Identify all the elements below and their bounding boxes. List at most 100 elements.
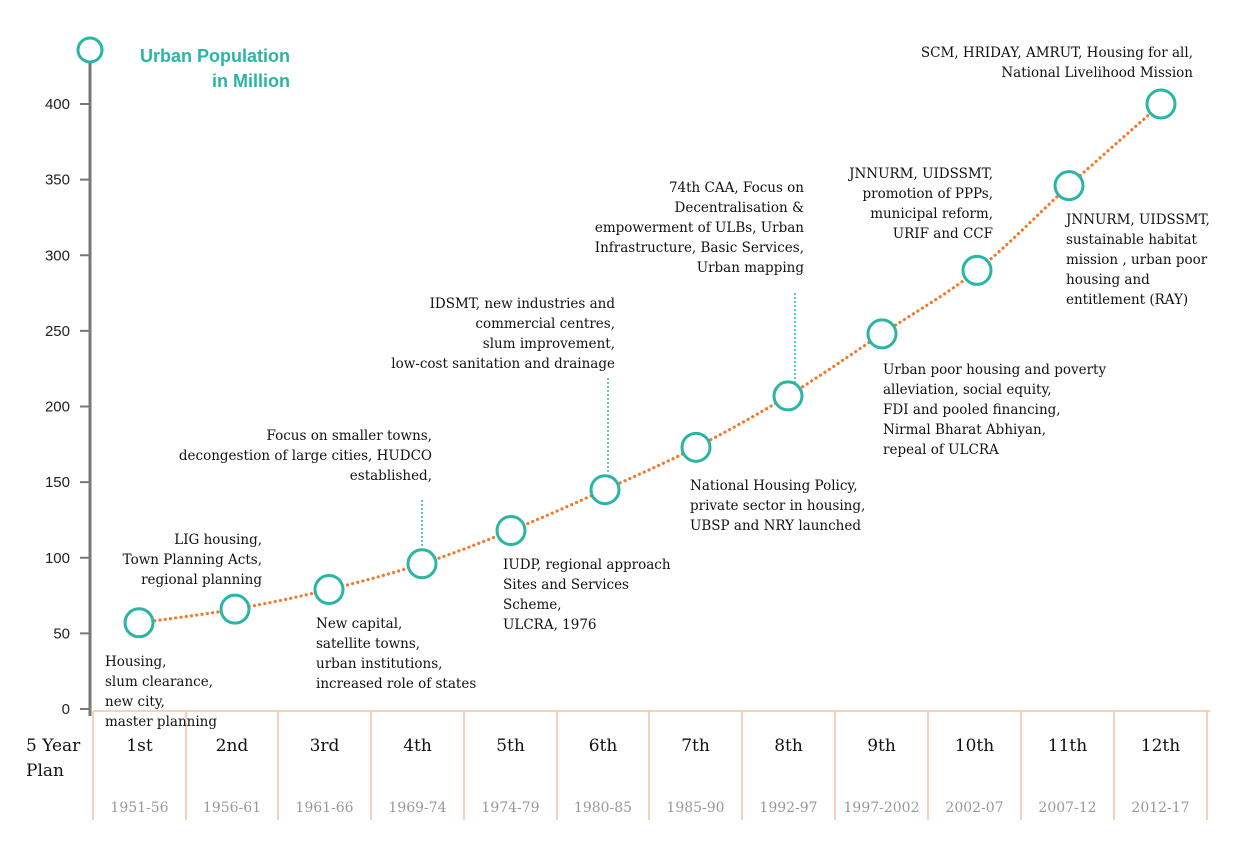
period-label: 1974-79: [481, 800, 539, 816]
data-point-marker: [495, 515, 527, 547]
x-axis-title: Plan: [26, 761, 64, 781]
plan-label: 7th: [681, 736, 710, 756]
period-label: 2002-07: [945, 800, 1003, 816]
plan-label: 5th: [496, 736, 525, 756]
population-curve: [137, 102, 1163, 625]
annotation-line: LIG housing,: [174, 532, 262, 548]
plan-annotation-8th: 74th CAA, Focus on Decentralisation & empo…: [595, 180, 805, 276]
plan-table: 5 Year Plan 1st 1951-56 2nd 1956-61 3rd 1961-66…: [26, 710, 1210, 820]
annotation-line: JNNURM, UIDSSMT,: [1064, 212, 1210, 228]
annotation-line: IDSMT, new industries and: [430, 296, 616, 312]
annotation-line: empowerment of ULBs, Urban: [595, 220, 804, 236]
plan-label: 6th: [589, 736, 618, 756]
plan-annotation-10th: JNNURM, UIDSSMT, promotion of PPPs, munici…: [847, 166, 993, 242]
annotation-line: UBSP and NRY launched: [690, 518, 861, 534]
data-point-marker: [1053, 170, 1085, 202]
data-point-marker: [589, 474, 621, 506]
y-tick-label: 250: [45, 323, 70, 340]
annotation-line: mission , urban poor: [1066, 252, 1208, 268]
annotation-line: New capital,: [316, 616, 402, 632]
data-point-marker: [1145, 88, 1177, 120]
annotation-line: Town Planning Acts,: [123, 552, 262, 568]
annotation-line: SCM, HRIDAY, AMRUT, Housing for all,: [921, 45, 1193, 61]
annotation-leaders: [421, 293, 796, 547]
y-axis-title: in Million: [212, 71, 290, 91]
annotation-line: slum improvement,: [483, 336, 615, 352]
annotation-line: sustainable habitat: [1066, 232, 1198, 248]
plan-label: 11th: [1048, 736, 1087, 756]
period-label: 2007-12: [1038, 800, 1096, 816]
annotation-line: JNNURM, UIDSSMT,: [847, 166, 993, 182]
data-point-marker: [772, 380, 804, 412]
annotation-line: entitlement (RAY): [1066, 292, 1188, 308]
plan-label: 12th: [1141, 736, 1180, 756]
period-label: 1956-61: [203, 800, 261, 816]
population-series-line: [137, 102, 1163, 625]
annotation-line: Urban mapping: [697, 260, 805, 276]
plan-label: 3rd: [310, 736, 340, 756]
plan-label: 1st: [126, 736, 153, 756]
annotations: Housing, slum clearance, new city, master p…: [105, 45, 1210, 730]
annotation-line: Focus on smaller towns,: [266, 428, 432, 444]
plan-annotation-3rd: New capital, satellite towns, urban instit…: [316, 616, 476, 692]
plan-annotation-2nd: LIG housing, Town Planning Acts, regional …: [123, 532, 263, 588]
period-label: 1961-66: [295, 800, 353, 816]
period-label: 1985-90: [666, 800, 724, 816]
data-point-marker: [961, 254, 993, 286]
period-label: 1951-56: [110, 800, 168, 816]
x-axis-title: 5 Year: [26, 736, 81, 756]
annotation-line: alleviation, social equity,: [883, 382, 1052, 398]
annotation-line: master planning: [105, 714, 217, 730]
annotation-line: satellite towns,: [316, 636, 420, 652]
annotation-line: increased role of states: [316, 676, 476, 692]
plan-annotation-5th: IUDP, regional approach Sites and Service…: [503, 557, 671, 633]
plan-annotation-7th: National Housing Policy, private sector i…: [690, 478, 865, 534]
annotation-line: URIF and CCF: [893, 226, 993, 242]
data-point-marker: [866, 318, 898, 350]
plan-label: 8th: [774, 736, 803, 756]
plan-annotation-4th: Focus on smaller towns, decongestion of l…: [179, 428, 432, 484]
annotation-line: municipal reform,: [870, 206, 993, 222]
period-label: 1997-2002: [844, 800, 920, 816]
annotation-line: Housing,: [105, 654, 166, 670]
plan-annotation-1st: Housing, slum clearance, new city, master p…: [105, 654, 217, 730]
data-markers: [123, 88, 1177, 639]
annotation-line: established,: [350, 468, 432, 484]
annotation-line: National Livelihood Mission: [1001, 65, 1193, 81]
annotation-line: promotion of PPPs,: [862, 186, 993, 202]
annotation-line: Decentralisation &: [675, 200, 804, 216]
plan-annotation-11th: JNNURM, UIDSSMT, sustainable habitat missi…: [1064, 212, 1210, 308]
annotation-line: commercial centres,: [475, 316, 615, 332]
y-tick-label: 200: [45, 399, 70, 416]
y-axis: 0 50 100 150 200 250 300 350 400 Urban Population…: [45, 36, 290, 718]
y-tick-label: 350: [45, 172, 70, 189]
annotation-line: Urban poor housing and poverty: [883, 362, 1106, 378]
period-label: 1969-74: [388, 800, 446, 816]
annotation-line: new city,: [105, 694, 165, 710]
y-axis-cap-circle: [76, 36, 104, 64]
annotation-line: National Housing Policy,: [690, 478, 858, 494]
plan-label: 10th: [955, 736, 994, 756]
annotation-line: repeal of ULCRA: [883, 442, 999, 458]
annotation-line: private sector in housing,: [690, 498, 865, 514]
plan-label: 9th: [867, 736, 896, 756]
annotation-line: decongestion of large cities, HUDCO: [179, 448, 432, 464]
plan-annotation-12th: SCM, HRIDAY, AMRUT, Housing for all, Nati…: [921, 45, 1193, 81]
y-tick-label: 50: [53, 625, 70, 642]
annotation-line: regional planning: [141, 572, 262, 588]
annotation-line: slum clearance,: [105, 674, 213, 690]
period-label: 2012-17: [1131, 800, 1189, 816]
annotation-line: FDI and pooled financing,: [883, 402, 1061, 418]
data-point-marker: [680, 431, 712, 463]
plan-label: 2nd: [216, 736, 249, 756]
period-label: 1980-85: [574, 800, 632, 816]
annotation-line: Scheme,: [503, 597, 562, 613]
y-tick-label: 300: [45, 247, 70, 264]
data-point-marker: [123, 607, 155, 639]
annotation-line: ULCRA, 1976: [503, 617, 597, 633]
y-tick-label: 0: [62, 701, 70, 718]
y-tick-label: 100: [45, 550, 70, 567]
annotation-line: housing and: [1066, 272, 1150, 288]
annotation-line: low-cost sanitation and drainage: [391, 356, 615, 372]
